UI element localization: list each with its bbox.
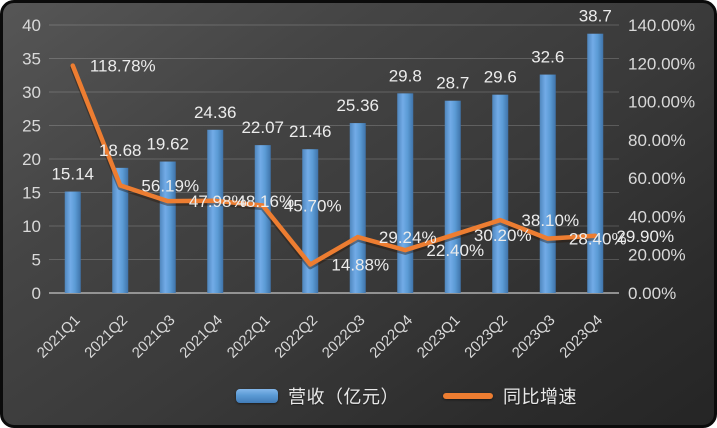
left-axis-tick-5: 5 (32, 251, 41, 270)
line-label-2023Q3: 28.40% (569, 230, 627, 249)
bar-2023Q4 (587, 33, 604, 294)
line-label-2023Q2: 38.10% (521, 211, 579, 230)
left-axis-tick-0: 0 (32, 284, 41, 303)
x-axis-label-2023Q1: 2023Q1 (414, 312, 464, 362)
legend-item-revenue: 营收（亿元） (236, 383, 399, 409)
left-axis-tick-15: 15 (22, 184, 41, 203)
left-axis-tick-30: 30 (22, 83, 41, 102)
bar-2022Q2 (302, 149, 319, 293)
right-axis-tick-60: 60.00% (628, 169, 686, 188)
x-axis-label-2023Q2: 2023Q2 (461, 312, 511, 362)
bar-label-2023Q2: 29.6 (484, 68, 517, 87)
bar-2023Q1 (444, 100, 461, 294)
bar-label-2021Q2: 18.68 (99, 141, 142, 160)
line-data-labels: 118.78% 56.19%47.98%48.16%45.70% 14.88% 29.… (90, 57, 674, 275)
bar-label-2022Q1: 22.07 (241, 118, 284, 137)
x-axis-label-2021Q3: 2021Q3 (129, 312, 179, 362)
right-axis-tick-0: 0.00% (628, 284, 676, 303)
bar-label-2022Q4: 29.8 (389, 66, 422, 85)
line-label-2022Q2: 14.88% (331, 256, 389, 275)
right-axis-tick-140: 140.00% (628, 16, 695, 35)
bar-2023Q3 (539, 74, 556, 293)
bar-2021Q4 (207, 129, 224, 293)
bar-2022Q4 (397, 93, 414, 293)
line-label-2023Q1: 30.20% (474, 226, 532, 245)
bar-label-2023Q4: 38.7 (579, 7, 612, 26)
x-axis-label-2022Q3: 2022Q3 (319, 312, 369, 362)
line-label-2022Q3: 29.24% (379, 228, 437, 247)
bar-label-2021Q4: 24.36 (194, 103, 237, 122)
bar-label-2023Q3: 32.6 (531, 48, 564, 67)
legend-label-revenue: 营收（亿元） (288, 387, 399, 407)
right-axis-tick-80: 80.00% (628, 131, 686, 150)
bar-2021Q1 (64, 191, 81, 293)
right-axis: 0.00% 20.00% 40.00% 60.00% 80.00% 100.00% 120.… (628, 16, 695, 303)
bar-label-2023Q1: 28.7 (436, 74, 469, 93)
right-axis-tick-20: 20.00% (628, 246, 686, 265)
legend-item-growth: 同比增速 (443, 383, 577, 409)
line-label-2021Q4: 48.16% (236, 192, 294, 211)
x-axis-label-2021Q2: 2021Q2 (81, 312, 131, 362)
left-axis-tick-20: 20 (22, 150, 41, 169)
x-axis-label-2022Q4: 2022Q4 (366, 312, 416, 362)
bar-label-2021Q3: 19.62 (146, 135, 189, 154)
bar-2023Q2 (492, 94, 509, 294)
right-axis-tick-100: 100.00% (628, 93, 695, 112)
x-axis-label-2023Q4: 2023Q4 (556, 312, 606, 362)
x-axis-label-2022Q1: 2022Q1 (224, 312, 274, 362)
left-axis-tick-25: 25 (22, 117, 41, 136)
bar-label-2022Q2: 21.46 (289, 122, 332, 141)
right-axis-tick-40: 40.00% (628, 207, 686, 226)
legend-bar-swatch (236, 389, 278, 403)
bar-2021Q3 (159, 161, 176, 293)
bar-series (64, 33, 604, 294)
line-label-2021Q3: 47.98% (189, 192, 247, 211)
line-label-2023Q4: 29.90% (616, 227, 674, 246)
line-label-2022Q4: 22.40% (426, 241, 484, 260)
x-axis-label-2021Q1: 2021Q1 (34, 312, 84, 362)
legend-label-growth: 同比增速 (503, 387, 577, 407)
bar-2022Q1 (254, 145, 271, 293)
bar-label-2022Q3: 25.36 (336, 96, 379, 115)
left-axis-tick-40: 40 (22, 16, 41, 35)
line-label-2021Q2: 56.19% (141, 176, 199, 195)
x-axis-labels: 2021Q12021Q22021Q32021Q42022Q12022Q22022… (34, 312, 606, 362)
x-axis-label-2021Q4: 2021Q4 (176, 312, 226, 362)
bar-2021Q2 (112, 167, 129, 293)
x-axis-label-2023Q3: 2023Q3 (509, 312, 559, 362)
legend-line-swatch (443, 393, 493, 399)
bar-label-2021Q1: 15.14 (51, 165, 94, 184)
line-label-2022Q1: 45.70% (284, 197, 342, 216)
right-axis-tick-120: 120.00% (628, 54, 695, 73)
left-axis-tick-35: 35 (22, 50, 41, 69)
bar-2022Q3 (349, 123, 366, 293)
x-axis-label-2022Q2: 2022Q2 (271, 312, 321, 362)
chart-legend: 营收（亿元） 同比增速 (3, 383, 714, 409)
left-axis-tick-10: 10 (22, 217, 41, 236)
growth-line (70, 63, 598, 267)
line-label-2021Q1: 118.78% (90, 57, 156, 76)
left-axis: 0 5 10 15 20 25 30 35 40 (22, 16, 41, 303)
